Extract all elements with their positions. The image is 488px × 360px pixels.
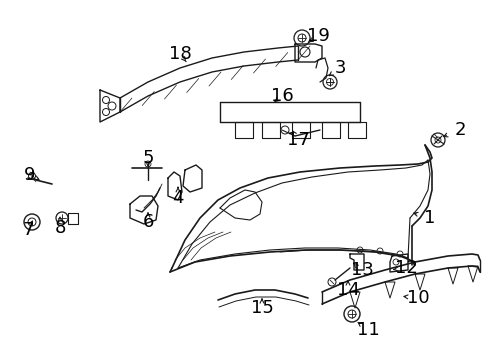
Text: 2: 2 xyxy=(453,121,465,139)
Text: 19: 19 xyxy=(306,27,329,45)
Text: 12: 12 xyxy=(394,259,417,277)
Text: 18: 18 xyxy=(168,45,191,63)
Text: 13: 13 xyxy=(350,261,373,279)
Text: 5: 5 xyxy=(142,149,153,167)
Text: 7: 7 xyxy=(22,221,34,239)
Text: 3: 3 xyxy=(334,59,345,77)
Text: 17: 17 xyxy=(286,131,309,149)
Text: 10: 10 xyxy=(406,289,428,307)
Text: 6: 6 xyxy=(142,213,153,231)
Text: 15: 15 xyxy=(250,299,273,317)
Text: 8: 8 xyxy=(54,219,65,237)
Text: 4: 4 xyxy=(172,189,183,207)
Text: 9: 9 xyxy=(24,166,36,184)
Text: 1: 1 xyxy=(424,209,435,227)
Text: 14: 14 xyxy=(336,281,359,299)
Text: 11: 11 xyxy=(356,321,379,339)
Text: 16: 16 xyxy=(270,87,293,105)
